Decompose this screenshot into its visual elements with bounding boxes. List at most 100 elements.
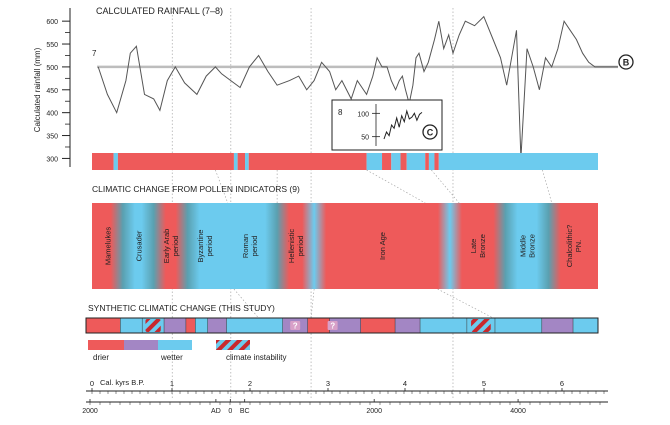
legend-drier-swatch bbox=[88, 340, 124, 350]
pollen-period-label-line: PN. bbox=[574, 240, 583, 253]
reference-label: 7 bbox=[92, 49, 97, 58]
marker-c-circle bbox=[422, 124, 438, 140]
unknown-marker-label: ? bbox=[330, 322, 335, 331]
legend-wetter-swatch bbox=[158, 340, 192, 350]
synthetic-panel: SYNTHETIC CLIMATIC CHANGE (THIS STUDY) ?… bbox=[85, 303, 599, 334]
pollen-connector-line bbox=[542, 169, 553, 204]
pollen-period-label: Hellenistic period bbox=[287, 229, 305, 263]
pollen-period-label: Late Bronze bbox=[469, 234, 487, 258]
synthetic-segment bbox=[494, 318, 542, 333]
kyrs-tick-label: 4 bbox=[403, 379, 407, 388]
rainfall-bar-segment bbox=[400, 153, 407, 170]
year-ticks: 2000 AD 0 BC 2000 4000 bbox=[82, 399, 601, 415]
synthetic-segment-instability bbox=[471, 319, 491, 332]
kyrs-ticks: 0 1 2 3 4 5 6 bbox=[90, 379, 605, 394]
pollen-period-label-line: Byzantine bbox=[196, 230, 205, 263]
pollen-connector-lines bbox=[215, 169, 553, 319]
rainfall-bar-segment bbox=[366, 153, 383, 170]
pollen-period-label: Crusader bbox=[134, 230, 143, 261]
rainfall-bar-segment bbox=[391, 153, 401, 170]
synthetic-segment bbox=[541, 318, 574, 333]
pollen-period-label-line: Hellenistic bbox=[287, 229, 296, 263]
pollen-period-label-line: period bbox=[296, 236, 305, 257]
year-tick-label: AD bbox=[211, 408, 221, 415]
synthetic-segment bbox=[226, 318, 283, 333]
rainfall-y-tick-label: 350 bbox=[46, 134, 58, 141]
inset-y-ticks: 100 50 bbox=[357, 104, 380, 146]
rainfall-panel: CALCULATED RAINFALL (7–8) Calculated rai… bbox=[33, 6, 634, 398]
pollen-bands bbox=[92, 203, 598, 289]
kyrs-tick-label: 1 bbox=[170, 379, 174, 388]
rainfall-bar-segment bbox=[117, 153, 234, 170]
pollen-period-label: Byzantine period bbox=[196, 230, 214, 263]
pollen-period-label-line: Bronze bbox=[528, 234, 537, 258]
inset-y-tick-label: 100 bbox=[357, 111, 369, 118]
unknown-marker-bg bbox=[290, 321, 301, 330]
pollen-period-label-line: Mamelukes bbox=[103, 227, 112, 266]
pollen-transition bbox=[437, 203, 462, 289]
pollen-period-label: Mamelukes bbox=[103, 227, 112, 266]
legend: drier wetter climate instability bbox=[88, 340, 286, 362]
pollen-period-label-line: period bbox=[205, 236, 214, 257]
rainfall-bar-segment bbox=[425, 153, 429, 170]
time-axes: Cal. kyrs B.P. 0 1 2 3 4 5 6 2000 AD 0 BC 2000 4000 bbox=[82, 378, 608, 415]
pollen-period-label-line: Roman bbox=[241, 234, 250, 258]
synthetic-segment bbox=[164, 318, 186, 333]
synthetic-segment bbox=[185, 318, 196, 333]
pollen-period-label-line: period bbox=[171, 236, 180, 257]
unknown-marker-label: ? bbox=[293, 322, 298, 331]
rainfall-y-ticks: 600 550 500 450 400 350 300 bbox=[46, 19, 70, 163]
pollen-panel: CLIMATIC CHANGE FROM POLLEN INDICATORS (… bbox=[92, 169, 598, 319]
synthetic-segment bbox=[573, 318, 598, 333]
pollen-connector-line bbox=[233, 288, 259, 319]
pollen-period-label-line: Early Arab bbox=[162, 229, 171, 264]
rainfall-bar-segment bbox=[113, 153, 118, 170]
pollen-period-labels: Mamelukes Crusader Early Arab period Byzanti… bbox=[103, 225, 582, 268]
pollen-period-label: Roman period bbox=[241, 234, 259, 258]
synthetic-bar-frame bbox=[85, 317, 599, 334]
inset-series-line bbox=[383, 109, 423, 140]
rainfall-bar bbox=[92, 153, 598, 170]
pollen-transition bbox=[302, 203, 327, 289]
pollen-period-label-line: Bronze bbox=[478, 234, 487, 258]
rainfall-bar-segment bbox=[92, 153, 114, 170]
pollen-transition bbox=[110, 203, 135, 289]
synthetic-segment bbox=[207, 318, 227, 333]
rainfall-bar-segment bbox=[438, 153, 598, 170]
pollen-period-label-line: Chalcolithic? bbox=[565, 225, 574, 268]
inset-y-tick-label: 50 bbox=[361, 135, 369, 142]
rainfall-y-tick-label: 500 bbox=[46, 65, 58, 72]
kyrs-tick-label: 6 bbox=[560, 379, 564, 388]
marker-b-circle bbox=[618, 54, 634, 70]
kyrs-tick-label: 2 bbox=[248, 379, 252, 388]
inset-label: 8 bbox=[338, 108, 343, 117]
pollen-period-label: Iron Age bbox=[378, 232, 387, 260]
kyrs-tick-label: 3 bbox=[326, 379, 330, 388]
pollen-period-label-line: Iron Age bbox=[378, 232, 387, 260]
rainfall-bar-segment bbox=[434, 153, 439, 170]
synthetic-segment-instability bbox=[145, 319, 161, 332]
series-marker-c: C bbox=[422, 124, 438, 140]
rainfall-y-tick-label: 600 bbox=[46, 19, 58, 26]
rainfall-bar-segment bbox=[233, 153, 238, 170]
legend-drier-label: drier bbox=[93, 353, 109, 362]
rainfall-y-axis-label: Calculated rainfall (mm) bbox=[33, 47, 42, 132]
synthetic-segment bbox=[195, 318, 208, 333]
pollen-title: CLIMATIC CHANGE FROM POLLEN INDICATORS (… bbox=[92, 184, 300, 194]
pollen-period-label: Middle Bronze bbox=[519, 234, 537, 258]
marker-b-text: B bbox=[623, 58, 630, 68]
series-marker-b: B bbox=[618, 54, 634, 70]
synthetic-title: SYNTHETIC CLIMATIC CHANGE (THIS STUDY) bbox=[88, 303, 275, 313]
legend-wetter-label: wetter bbox=[160, 353, 183, 362]
pollen-period-label-line: Crusader bbox=[134, 230, 143, 261]
rainfall-bar-segment bbox=[382, 153, 392, 170]
inset-chart: 8 100 50 C bbox=[331, 99, 443, 151]
rainfall-y-tick-label: 300 bbox=[46, 156, 58, 163]
pollen-band bbox=[314, 203, 450, 289]
synthetic-segment bbox=[420, 318, 467, 333]
rainfall-title: CALCULATED RAINFALL (7–8) bbox=[96, 6, 223, 16]
synthetic-segment bbox=[86, 318, 121, 333]
rainfall-y-tick-label: 450 bbox=[46, 88, 58, 95]
pollen-period-label-line: Middle bbox=[519, 235, 528, 257]
